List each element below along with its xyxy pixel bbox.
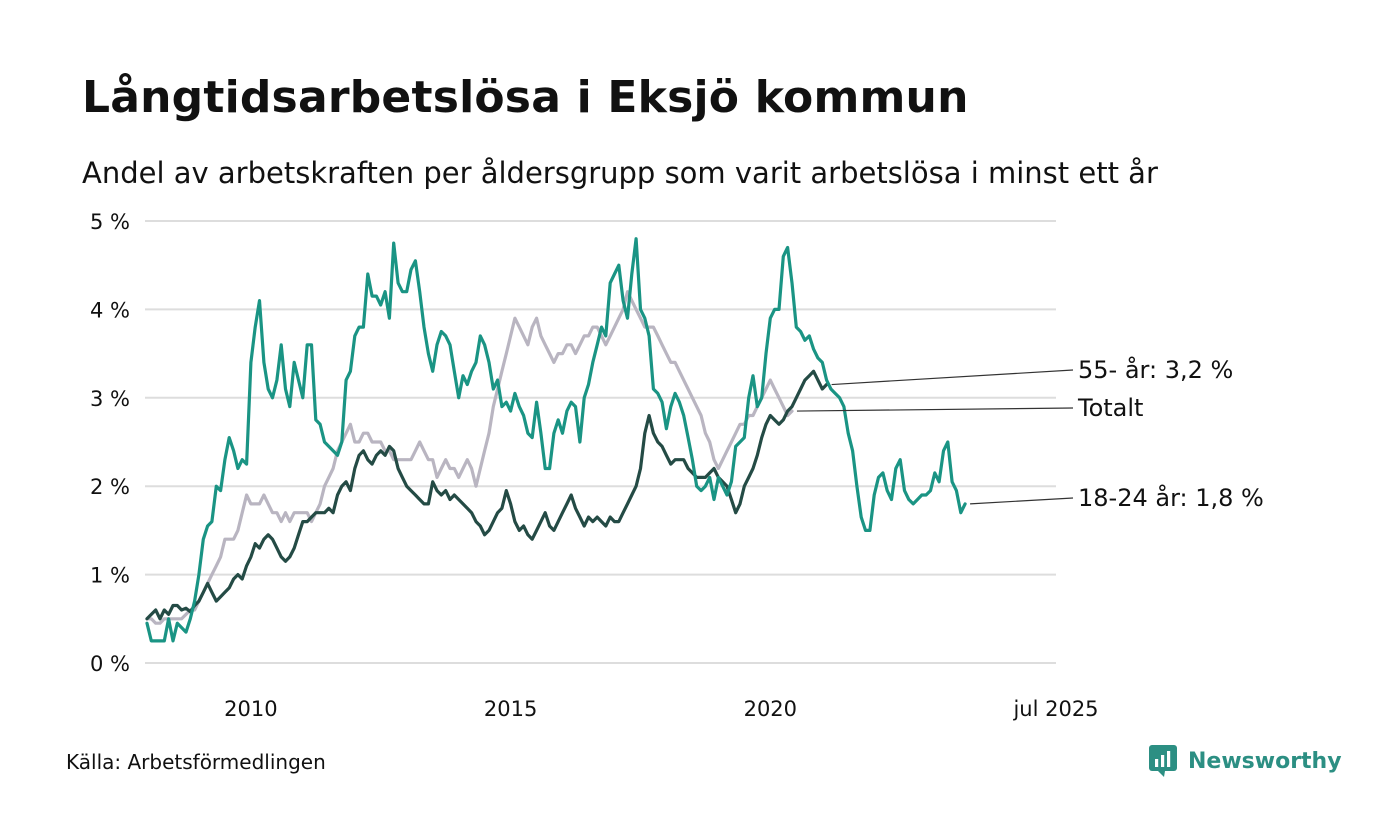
y-tick-label: 1 % bbox=[90, 564, 130, 588]
grid-layer bbox=[145, 220, 1056, 664]
y-tick-label: 5 % bbox=[90, 210, 130, 234]
line-chart: 0 % 1 % 2 % 3 % 4 % 5 % 2010 2015 2020 jul 2025 To… bbox=[90, 210, 1264, 721]
series-end-label: Totalt bbox=[1077, 394, 1143, 422]
newsworthy-logo-icon bbox=[1149, 745, 1177, 777]
lines-layer bbox=[145, 237, 967, 643]
labels-layer: 0 % 1 % 2 % 3 % 4 % 5 % 2010 2015 2020 jul 2025 To… bbox=[90, 210, 1264, 721]
end-label-leader bbox=[970, 497, 1074, 505]
chart-title: Långtidsarbetslösa i Eksjö kommun bbox=[82, 72, 969, 123]
series-end-label: 55- år: 3,2 % bbox=[1078, 355, 1233, 384]
end-label-leader bbox=[796, 407, 1074, 412]
series-line-18-24 bbox=[145, 237, 967, 643]
series-line-total bbox=[145, 290, 794, 625]
x-tick-label: jul 2025 bbox=[1012, 697, 1098, 721]
x-tick-label: 2020 bbox=[744, 697, 797, 721]
y-tick-label: 0 % bbox=[90, 652, 130, 676]
series-end-label: 18-24 år: 1,8 % bbox=[1078, 483, 1264, 512]
y-tick-label: 2 % bbox=[90, 475, 130, 499]
brand-name: Newsworthy bbox=[1188, 748, 1342, 774]
series-line-55-plus bbox=[145, 369, 829, 621]
brand-logo: Newsworthy bbox=[1148, 744, 1342, 778]
y-tick-label: 3 % bbox=[90, 387, 130, 411]
source-note: Källa: Arbetsförmedlingen bbox=[66, 750, 326, 774]
y-tick-label: 4 % bbox=[90, 298, 130, 322]
x-tick-label: 2010 bbox=[224, 697, 277, 721]
x-tick-label: 2015 bbox=[484, 697, 537, 721]
end-label-leader bbox=[831, 369, 1074, 386]
chart-subtitle: Andel av arbetskraften per åldersgrupp s… bbox=[82, 156, 1158, 190]
